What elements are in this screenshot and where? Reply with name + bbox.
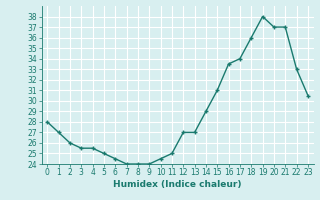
X-axis label: Humidex (Indice chaleur): Humidex (Indice chaleur)	[113, 180, 242, 189]
